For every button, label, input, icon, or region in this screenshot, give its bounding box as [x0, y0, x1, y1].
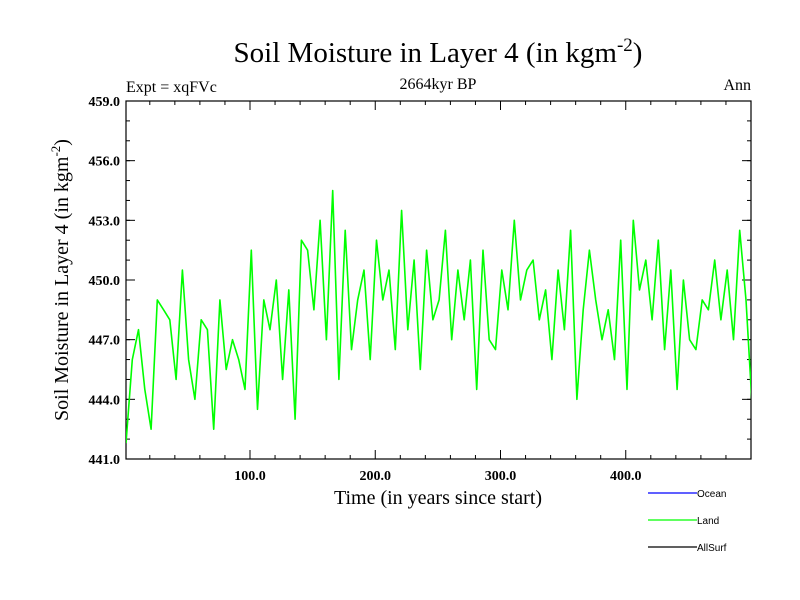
y-tick-label: 450.0: [89, 274, 121, 289]
y-tick-label: 447.0: [89, 334, 121, 349]
y-axis-label: Soil Moisture in Layer 4 (in kgm-2): [48, 139, 73, 421]
legend-label-ocean: Ocean: [697, 489, 726, 500]
y-tick-label: 441.0: [89, 453, 121, 468]
chart-subtitle: 2664kyr BP: [400, 76, 477, 93]
x-axis-label: Time (in years since start): [334, 487, 542, 509]
legend-label-allsurf: AllSurf: [697, 543, 727, 554]
chart-title: Soil Moisture in Layer 4 (in kgm-2): [234, 35, 643, 69]
legend: Ocean Land AllSurf: [648, 489, 727, 554]
y-tick-label: 444.0: [89, 393, 121, 408]
experiment-label: Expt = xqFVc: [126, 79, 217, 96]
x-tick-label: 100.0: [234, 469, 266, 484]
x-axis: [149, 101, 727, 459]
plot-frame: [125, 100, 752, 460]
x-tick-label: 300.0: [485, 469, 517, 484]
land-series-line: [126, 189, 751, 444]
y-axis: [126, 100, 751, 460]
x-tick-label: 200.0: [359, 469, 391, 484]
y-tick-labels: 441.0 444.0 447.0 450.0 453.0 456.0 459.0: [89, 95, 121, 468]
season-label: Ann: [723, 77, 751, 94]
legend-label-land: Land: [697, 516, 719, 527]
x-tick-labels: 100.0 200.0 300.0 400.0: [234, 469, 641, 484]
y-tick-label: 456.0: [89, 155, 121, 170]
x-tick-label: 400.0: [610, 469, 642, 484]
y-tick-label: 453.0: [89, 214, 121, 229]
y-tick-label: 459.0: [89, 95, 121, 110]
